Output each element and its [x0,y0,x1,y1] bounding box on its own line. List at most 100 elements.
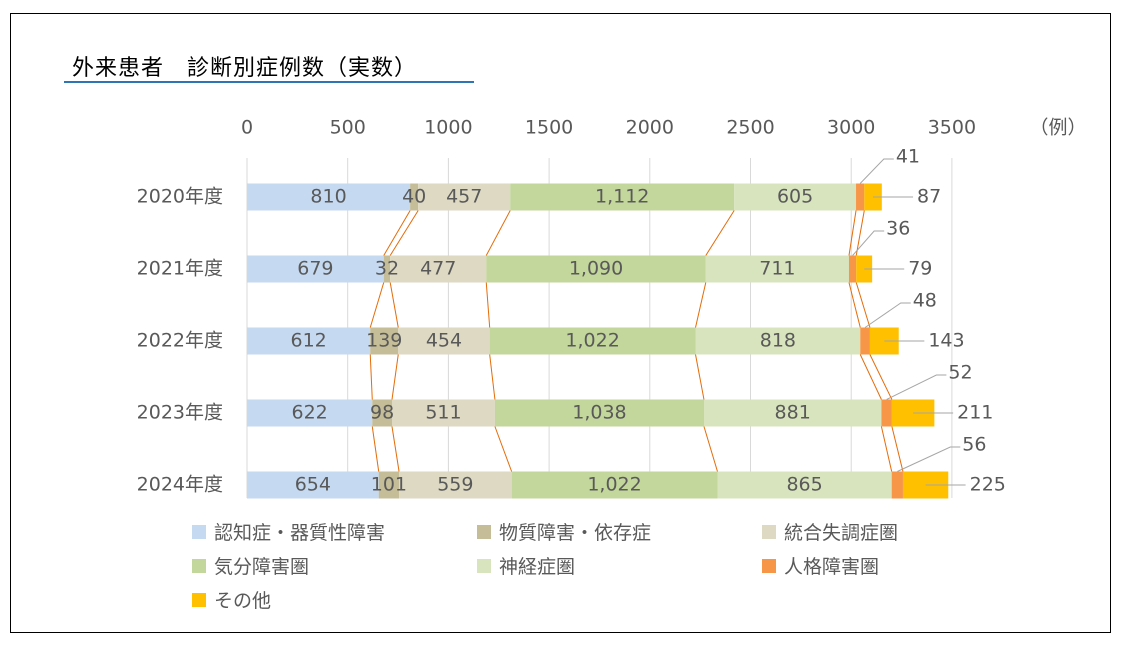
bar-segment [734,183,857,211]
data-label: 1,038 [572,402,626,424]
series-line [391,354,399,400]
data-label: 1,090 [569,258,623,280]
data-label: 454 [426,330,462,352]
bar-segment [860,327,870,355]
bar-segment [494,399,704,427]
bar-segment [247,255,384,283]
x-tick-label: 2500 [726,117,774,139]
bar-segment [372,399,393,427]
x-tick-label: 3000 [827,117,875,139]
series-line [389,210,419,256]
series-line [703,426,718,472]
data-label: 1,022 [565,330,619,352]
leader-line [852,230,885,256]
x-tick-label: 0 [241,117,253,139]
series-line [371,426,380,472]
legend-swatch [192,524,206,539]
data-label: 32 [375,258,399,280]
data-label: 865 [786,474,822,496]
series-line [855,210,865,256]
legend-label: 人格障害圏 [784,556,880,578]
data-label: 143 [928,330,964,352]
bar-segment [418,183,511,211]
x-tick-label: 1500 [525,117,573,139]
data-label: 559 [437,474,473,496]
bar-segment [489,327,696,355]
series-line [695,282,707,328]
data-label: 79 [908,258,932,280]
data-label: 139 [366,330,402,352]
bar-segment [390,255,487,283]
series-line [891,426,904,472]
legend-label: その他 [214,590,272,612]
series-line [855,282,871,328]
bar-segment [703,399,882,427]
series-line [869,354,893,400]
bar-segment [510,183,735,211]
legend-item: 認知症・器質性障害 [192,518,385,545]
category-label: 2021年度 [137,258,223,280]
category-label: 2023年度 [137,402,223,424]
bar-segment [856,183,865,211]
legend-label: 神経症圏 [499,556,576,578]
series-line [695,354,705,400]
data-label: 605 [777,186,813,208]
series-line [485,282,491,328]
bar-segment [247,327,371,355]
legend-item: 人格障害圏 [762,552,879,579]
bar-segment [891,471,903,499]
series-line [369,354,373,400]
bar-segment [378,471,400,499]
data-label: 87 [917,186,941,208]
bar-segment [486,255,706,283]
bar-segment [247,399,373,427]
data-label: 1,022 [587,474,641,496]
series-line [389,282,399,328]
data-label: 40 [402,186,426,208]
series-line [485,210,511,256]
data-label: 511 [425,402,461,424]
legend-item: その他 [192,586,271,613]
x-tick-label: 500 [330,117,366,139]
bar-segment [717,471,892,499]
data-label: 457 [446,186,482,208]
data-label: 810 [310,186,346,208]
legend-item: 物質障害・依存症 [477,518,651,545]
bar-segment [247,471,379,499]
data-label: 36 [886,218,910,240]
bar-segment [511,471,718,499]
data-label: 1,112 [595,186,649,208]
leader-line [859,158,894,184]
data-label: 612 [290,330,326,352]
data-label: 818 [760,330,796,352]
legend-swatch [192,558,206,573]
bar-segment [392,399,495,427]
legend-label: 物質障害・依存症 [499,522,652,544]
legend-item: 神経症圏 [477,552,575,579]
legend-swatch [762,558,776,573]
series-line [369,282,385,328]
legend-swatch [477,524,491,539]
series-line [705,210,735,256]
data-label: 101 [371,474,407,496]
bar-segment [399,471,512,499]
data-label: 52 [948,362,972,384]
data-label: 98 [370,402,394,424]
data-label: 48 [913,290,937,312]
category-label: 2020年度 [137,186,223,208]
series-line [494,426,513,472]
x-tick-label: 1000 [424,117,472,139]
series-line [391,426,400,472]
legend-item: 気分障害圏 [192,552,309,579]
legend-swatch [762,524,776,539]
data-label: 477 [420,258,456,280]
legend-swatch [477,558,491,573]
bar-segment [370,327,399,355]
bar-segment [247,183,411,211]
bar-segment [705,255,849,283]
legend-item: 統合失調症圏 [762,518,898,545]
data-label: 679 [297,258,333,280]
series-line [383,210,411,256]
category-label: 2024年度 [137,474,223,496]
data-label: 622 [292,402,328,424]
